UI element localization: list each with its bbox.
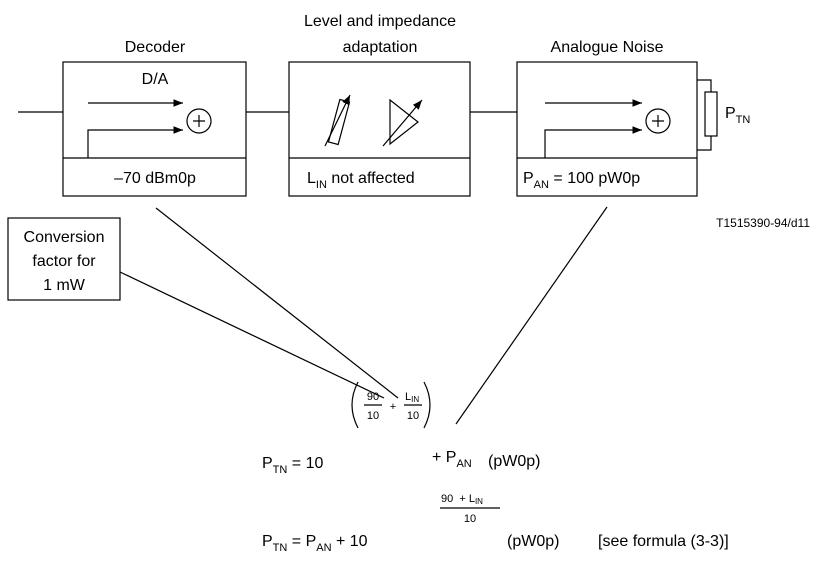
symbol: L (307, 170, 316, 187)
label-text: = 100 pW0p (549, 170, 640, 187)
note-text: Conversion (24, 229, 105, 246)
noise-block (516, 61, 718, 197)
formula: + PAN (432, 449, 472, 470)
block-label: LIN not affected (307, 170, 415, 191)
subscript: TN (736, 114, 751, 126)
exponent-den: 10 (464, 513, 476, 525)
note-box (7, 217, 121, 301)
exponent-num: 90 + LIN (441, 493, 483, 506)
subscript: IN (316, 179, 327, 191)
formula: PTN = PAN + 10 (262, 533, 368, 554)
block-title: adaptation (343, 39, 418, 56)
decoder-block (62, 61, 247, 197)
subscript: AN (316, 542, 331, 554)
subscript: TN (273, 464, 288, 476)
symbol: P (262, 455, 273, 472)
figure-id: T1515390-94/d11 (716, 216, 810, 230)
block-title: Level and impedance (304, 13, 456, 30)
block-title: Decoder (125, 39, 186, 56)
formula-ref: [see formula (3-3)] (598, 533, 729, 550)
block-title: Analogue Noise (551, 39, 664, 56)
leader-lines (119, 206, 608, 425)
formula-text: + 10 (332, 533, 368, 550)
block-label: –70 dBm0p (114, 170, 196, 187)
formula-text: + P (432, 449, 456, 466)
symbol: P (523, 170, 534, 187)
subscript: IN (411, 395, 419, 404)
formula-text: = P (287, 533, 316, 550)
subscript: AN (456, 458, 471, 470)
fraction-num: LIN (405, 391, 419, 404)
note-text: 1 mW (43, 277, 86, 294)
subscript: AN (534, 179, 549, 191)
formula-text: = 10 (287, 455, 323, 472)
formula-unit: (pW0p) (488, 453, 540, 470)
formula-unit: (pW0p) (507, 533, 559, 550)
exponent (351, 381, 431, 429)
formula: PTN = 10 (262, 455, 323, 476)
symbol: L (405, 391, 411, 403)
fraction-num: 90 (367, 391, 379, 403)
symbol: P (262, 533, 273, 550)
formula-text: + (390, 401, 396, 413)
load-label: PTN (725, 105, 750, 126)
subscript: IN (475, 497, 483, 506)
subscript: TN (273, 542, 288, 554)
formula-text: 90 + L (441, 493, 475, 505)
fraction-den: 10 (367, 410, 379, 422)
block-label: PAN = 100 pW0p (523, 170, 640, 191)
fraction-den: 10 (407, 410, 419, 422)
symbol: P (725, 105, 736, 122)
note-text: factor for (32, 253, 96, 270)
block-inner-label: D/A (142, 71, 169, 88)
adaptation-block (288, 61, 471, 197)
label-text: not affected (327, 170, 415, 187)
